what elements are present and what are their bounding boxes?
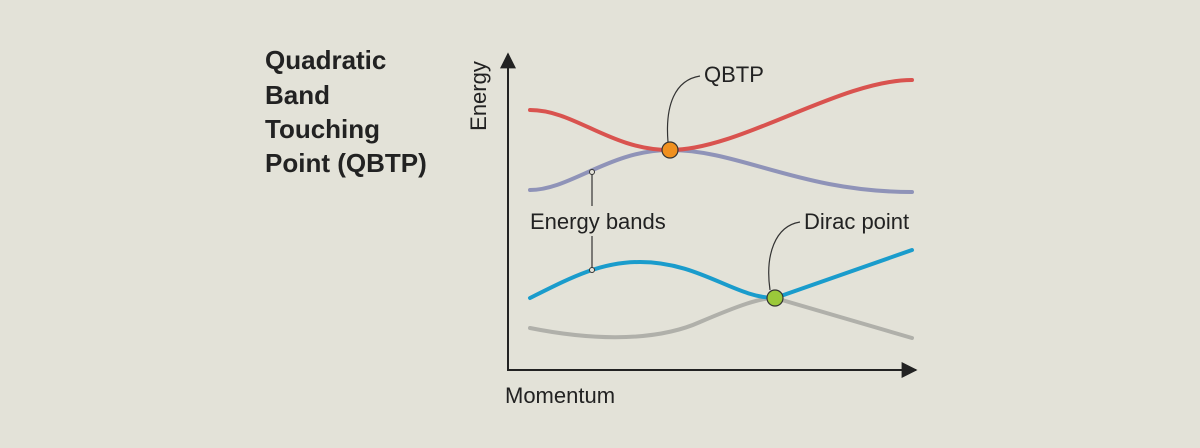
- dirac-point: [766, 289, 784, 307]
- y-axis-label: Energy: [466, 61, 491, 131]
- x-axis-label: Momentum: [505, 383, 615, 408]
- title-line: Touching: [265, 114, 380, 144]
- leader-line: [666, 75, 701, 143]
- band-curve: [528, 248, 914, 301]
- band-curve: [528, 78, 914, 153]
- title-line: Quadratic: [265, 45, 386, 75]
- title-line: Band: [265, 80, 330, 110]
- qbtp-point: [661, 141, 679, 159]
- leader-dot: [589, 169, 595, 175]
- title-line: Point (QBTP): [265, 148, 427, 178]
- leader-line: [768, 221, 801, 291]
- annotation: QBTP: [704, 62, 764, 87]
- leader-dot: [589, 267, 595, 273]
- annotation: Energy bands: [530, 209, 666, 234]
- band-curve: [528, 295, 914, 340]
- annotation: Dirac point: [804, 209, 909, 234]
